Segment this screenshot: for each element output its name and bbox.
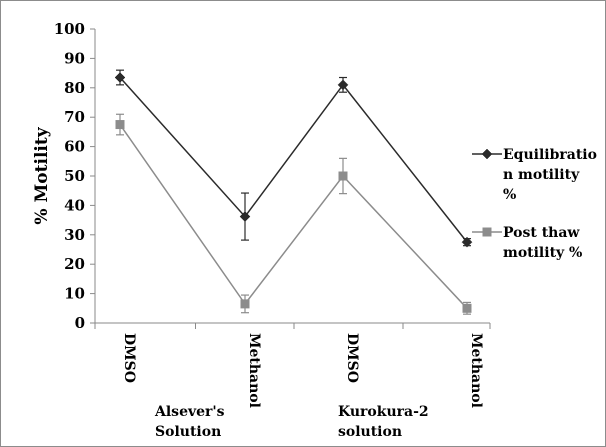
legend-entry: motility % [503, 245, 582, 261]
y-tick-label: 10 [64, 285, 85, 303]
data-point [461, 236, 473, 248]
category-label: Methanol [468, 333, 484, 408]
y-axis-label: % Motility [32, 126, 52, 224]
y-tick-label: 50 [64, 167, 85, 185]
category-label: DMSO [121, 333, 137, 383]
y-tick-label: 90 [64, 49, 85, 67]
series-2 [115, 113, 472, 315]
series-line [119, 77, 468, 243]
data-point [114, 72, 126, 83]
legend-entry: Post thaw [503, 225, 580, 241]
plot-area [114, 69, 473, 315]
group-label: Solution [155, 424, 221, 440]
category-labels: DMSO Methanol DMSO Methanol Alsever's Solutio… [121, 333, 484, 440]
y-tick-label: 60 [64, 138, 85, 156]
y-tick-label: 40 [64, 196, 85, 214]
data-point [462, 303, 472, 313]
y-tick-label: 20 [64, 255, 85, 273]
data-point [338, 171, 348, 181]
legend-marker [482, 227, 492, 237]
y-tick-label: 100 [54, 20, 85, 38]
group-label: Kurokura-2 [338, 404, 429, 420]
legend-entry: n motility [503, 167, 580, 183]
y-tick-label: 30 [64, 226, 85, 244]
legend-marker [481, 148, 493, 160]
series-line [119, 124, 468, 309]
category-label: Methanol [246, 333, 262, 408]
data-point [239, 211, 251, 222]
legend: Equilibratio n motility% Post thaw motility… [472, 147, 597, 261]
axes: 0 10 20 30 40 50 60 70 80 90 100 [54, 20, 491, 332]
legend-entry: % [503, 187, 516, 203]
data-point [337, 79, 349, 91]
y-tick-label: 70 [64, 108, 85, 126]
category-label: DMSO [344, 333, 360, 383]
legend-entry: Equilibratio [503, 147, 597, 163]
group-label: Alsever's [154, 404, 225, 420]
y-tick-label: 80 [64, 79, 85, 97]
data-point [115, 120, 125, 130]
data-point [240, 299, 250, 309]
group-label: solution [338, 424, 402, 440]
y-tick-label: 0 [75, 314, 85, 332]
series-1 [114, 69, 473, 248]
